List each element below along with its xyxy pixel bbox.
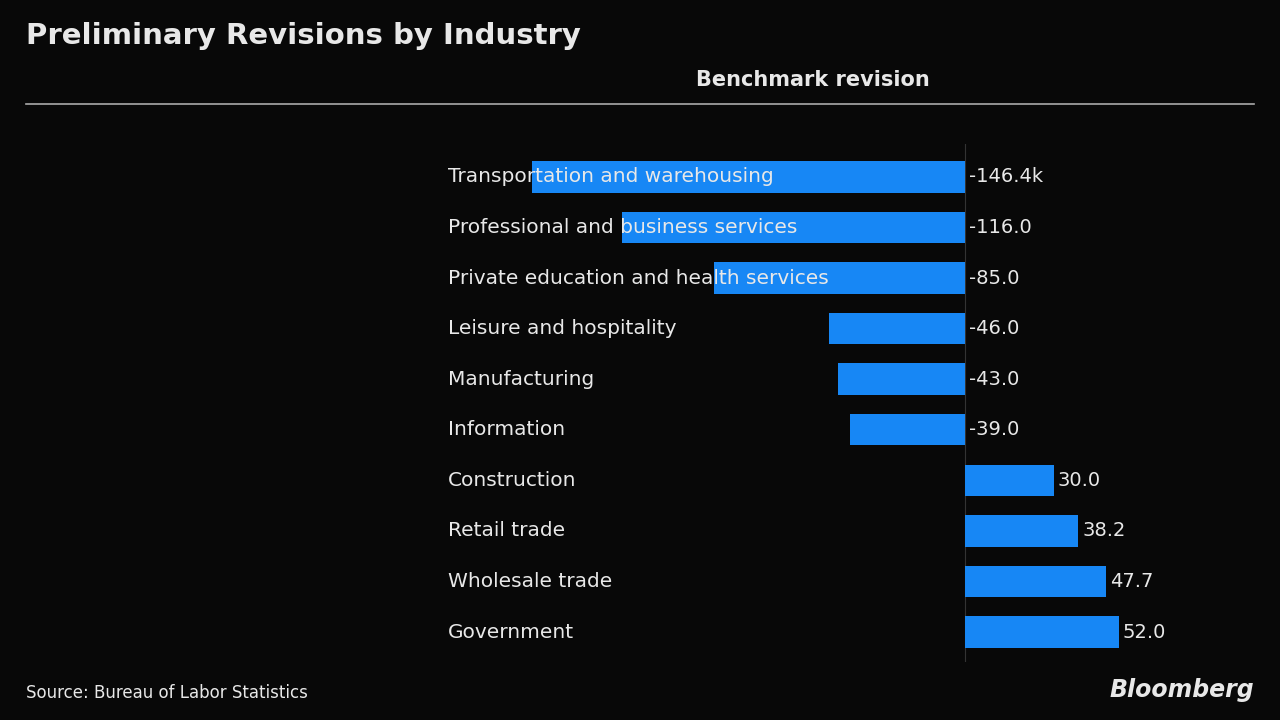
Text: Government: Government [448,623,575,642]
Text: Construction: Construction [448,471,576,490]
Text: Source: Bureau of Labor Statistics: Source: Bureau of Labor Statistics [26,684,307,702]
Text: Manufacturing: Manufacturing [448,369,594,389]
Bar [838,364,965,395]
Text: Preliminary Revisions by Industry: Preliminary Revisions by Industry [26,22,580,50]
Text: -116.0: -116.0 [969,218,1032,237]
Text: Retail trade: Retail trade [448,521,566,541]
Text: Professional and business services: Professional and business services [448,218,797,237]
Text: Wholesale trade: Wholesale trade [448,572,612,591]
Bar [965,566,1106,597]
Text: Transportation and warehousing: Transportation and warehousing [448,167,773,186]
Text: -39.0: -39.0 [969,420,1020,439]
Text: -146.4k: -146.4k [969,167,1043,186]
Text: -43.0: -43.0 [969,369,1020,389]
Bar [622,212,965,243]
Text: -46.0: -46.0 [969,319,1020,338]
Text: 52.0: 52.0 [1123,623,1166,642]
Text: 38.2: 38.2 [1082,521,1125,541]
Text: Bloomberg: Bloomberg [1110,678,1254,702]
Text: Leisure and hospitality: Leisure and hospitality [448,319,677,338]
Text: -85.0: -85.0 [969,269,1020,287]
Text: Information: Information [448,420,566,439]
Bar [532,161,965,192]
Text: 30.0: 30.0 [1059,471,1101,490]
Text: Benchmark revision: Benchmark revision [696,70,929,90]
Bar [965,516,1078,546]
Bar [850,414,965,446]
Bar [965,616,1119,648]
Text: Private education and health services: Private education and health services [448,269,828,287]
Bar [714,262,965,294]
Bar [829,313,965,344]
Bar [965,464,1053,496]
Text: 47.7: 47.7 [1110,572,1153,591]
